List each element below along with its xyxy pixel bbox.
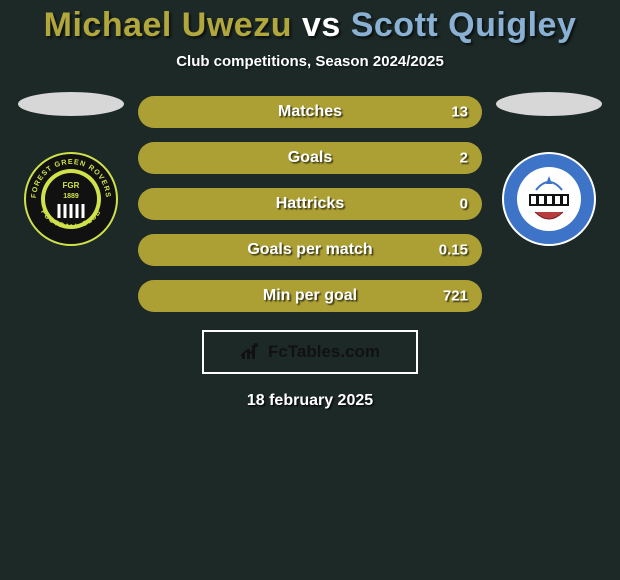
stat-bar: Hattricks0 (138, 188, 482, 220)
stat-label: Goals per match (138, 241, 482, 259)
stat-value-right: 13 (451, 104, 468, 121)
player1-name: Michael Uwezu (44, 6, 292, 44)
stat-label: Hattricks (138, 195, 482, 213)
stat-value-right: 0 (460, 196, 468, 213)
comparison-row: FGR 1889 FOREST GREEN ROVERS FOOTBALL CL… (10, 92, 610, 312)
stat-label: Min per goal (138, 287, 482, 305)
stat-bar: Goals2 (138, 142, 482, 174)
left-ellipse (18, 92, 124, 116)
svg-text:FGR: FGR (63, 181, 80, 190)
page-title: Michael Uwezu vs Scott Quigley (44, 6, 577, 45)
chart-bar-icon (240, 341, 262, 363)
source-label: FcTables.com (268, 342, 380, 362)
stat-bar: Min per goal721 (138, 280, 482, 312)
stat-value-right: 2 (460, 150, 468, 167)
date-label: 18 february 2025 (247, 392, 373, 410)
stat-bar: Matches13 (138, 96, 482, 128)
left-side-column: FGR 1889 FOREST GREEN ROVERS FOOTBALL CL… (16, 92, 126, 246)
stat-label: Goals (138, 149, 482, 167)
stat-value-right: 721 (443, 288, 468, 305)
right-side-column: EASTLEIGH F.C. (494, 92, 604, 246)
club-crest-right-icon: EASTLEIGH F.C. (502, 152, 596, 246)
svg-text:1889: 1889 (63, 193, 79, 200)
subtitle: Club competitions, Season 2024/2025 (176, 53, 444, 70)
player2-name: Scott Quigley (351, 6, 577, 44)
forest-green-rovers-crest: FGR 1889 FOREST GREEN ROVERS FOOTBALL CL… (24, 152, 118, 246)
stat-label: Matches (138, 103, 482, 121)
right-ellipse (496, 92, 602, 116)
club-crest-left-icon: FGR 1889 FOREST GREEN ROVERS FOOTBALL CL… (24, 152, 118, 246)
stat-value-right: 0.15 (439, 242, 468, 259)
source-box: FcTables.com (202, 330, 418, 374)
eastleigh-crest: EASTLEIGH F.C. (502, 152, 596, 246)
stat-bar: Goals per match0.15 (138, 234, 482, 266)
stats-bars: Matches13 Goals2 Hattricks0 Goals per match… (138, 96, 482, 312)
vs-separator: vs (302, 6, 341, 44)
